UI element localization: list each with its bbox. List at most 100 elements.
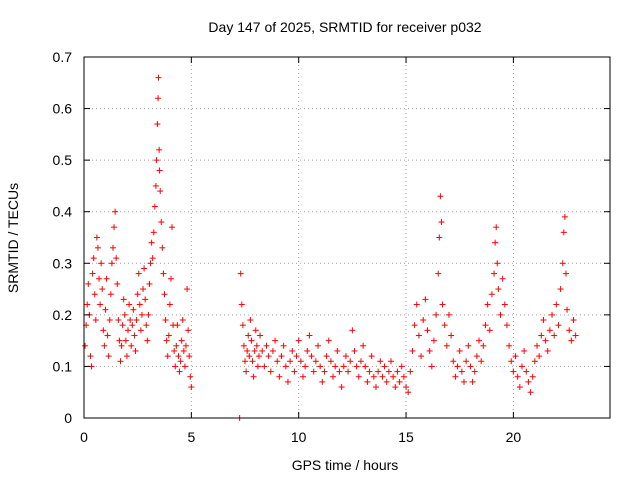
- data-point: [255, 353, 262, 360]
- data-point: [525, 378, 532, 385]
- data-point: [297, 358, 304, 365]
- axis-ticks: 0 5 10 15 20 0 0.1 0.2 0.3 0.4 0.5 0.6 0.7: [53, 49, 610, 445]
- data-point: [119, 322, 126, 329]
- data-point: [516, 384, 523, 391]
- data-point: [433, 311, 440, 318]
- data-point: [325, 337, 332, 344]
- data-point: [570, 317, 577, 324]
- data-point: [304, 347, 311, 354]
- data-point: [112, 208, 119, 215]
- data-point: [407, 368, 414, 375]
- data-point: [306, 332, 313, 339]
- data-point: [480, 342, 487, 349]
- data-point: [523, 368, 530, 375]
- data-point: [87, 353, 94, 360]
- data-point: [338, 384, 345, 391]
- data-point: [184, 286, 191, 293]
- data-point: [381, 363, 388, 370]
- x-tick-label: 10: [291, 429, 307, 445]
- data-point: [349, 327, 356, 334]
- data-point: [174, 322, 181, 329]
- data-point: [248, 337, 255, 344]
- data-point: [250, 373, 257, 380]
- x-tick-label: 5: [187, 429, 195, 445]
- data-point: [269, 347, 276, 354]
- data-point: [330, 373, 337, 380]
- data-point: [379, 373, 386, 380]
- data-point: [126, 301, 133, 308]
- data-point: [121, 311, 128, 318]
- data-point: [445, 311, 452, 318]
- data-point: [163, 337, 170, 344]
- data-point: [152, 182, 159, 189]
- data-point: [497, 311, 504, 318]
- data-point: [327, 358, 334, 365]
- data-point: [488, 291, 495, 298]
- data-point: [175, 353, 182, 360]
- data-point: [272, 337, 279, 344]
- data-point: [441, 322, 448, 329]
- data-point: [557, 286, 564, 293]
- data-point: [155, 74, 162, 81]
- data-point: [178, 337, 185, 344]
- data-point: [478, 358, 485, 365]
- data-point: [364, 378, 371, 385]
- data-point: [540, 317, 547, 324]
- data-point: [510, 368, 517, 375]
- data-point: [377, 358, 384, 365]
- data-point: [253, 342, 260, 349]
- data-point: [521, 347, 528, 354]
- data-point: [370, 373, 377, 380]
- data-point: [259, 347, 266, 354]
- data-point: [372, 384, 379, 391]
- data-point: [422, 296, 429, 303]
- data-point: [435, 270, 442, 277]
- data-point: [310, 368, 317, 375]
- data-point: [261, 363, 268, 370]
- data-point: [242, 358, 249, 365]
- data-point: [162, 317, 169, 324]
- data-point: [403, 384, 410, 391]
- data-point: [553, 301, 560, 308]
- data-point: [244, 347, 251, 354]
- data-point: [146, 280, 153, 287]
- data-point: [315, 342, 322, 349]
- data-point: [135, 270, 142, 277]
- data-point: [129, 322, 136, 329]
- data-point: [100, 327, 107, 334]
- data-point: [161, 291, 168, 298]
- plot-frame: [83, 56, 611, 419]
- data-point: [84, 301, 91, 308]
- data-point: [187, 373, 194, 380]
- data-point: [131, 332, 138, 339]
- data-point: [332, 363, 339, 370]
- data-point: [529, 373, 536, 380]
- data-point: [562, 270, 569, 277]
- data-point: [544, 347, 551, 354]
- data-point: [375, 368, 382, 375]
- data-point: [113, 255, 120, 262]
- data-point: [476, 337, 483, 344]
- data-point: [493, 224, 500, 231]
- data-point: [411, 322, 418, 329]
- data-point: [282, 363, 289, 370]
- y-tick-label: 0.5: [53, 152, 73, 168]
- data-point: [181, 363, 188, 370]
- data-point: [280, 342, 287, 349]
- data-point: [180, 347, 187, 354]
- y-tick-label: 0.6: [53, 101, 73, 117]
- y-tick-label: 0: [64, 410, 72, 426]
- data-point: [148, 239, 155, 246]
- data-point: [267, 368, 274, 375]
- data-point: [409, 347, 416, 354]
- data-point: [108, 260, 115, 267]
- data-point: [251, 347, 258, 354]
- data-point: [514, 373, 521, 380]
- data-point: [134, 291, 141, 298]
- data-point: [188, 384, 195, 391]
- data-point: [122, 337, 129, 344]
- data-point: [186, 353, 193, 360]
- data-point: [461, 378, 468, 385]
- data-point: [469, 378, 476, 385]
